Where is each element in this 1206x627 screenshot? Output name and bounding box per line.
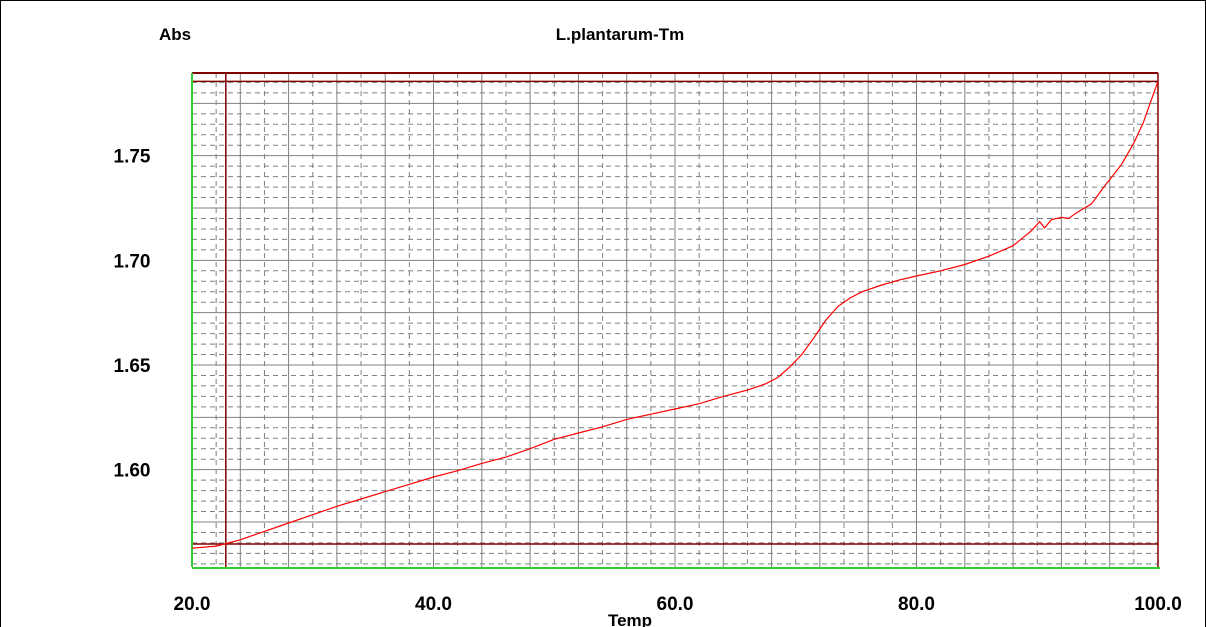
x-tick-label: 20.0: [174, 594, 211, 615]
y-tick-label: 1.65: [114, 356, 151, 377]
x-tick-label: 40.0: [415, 594, 452, 615]
x-axis-label: Temp: [608, 611, 652, 627]
x-tick-label: 100.0: [1134, 594, 1182, 615]
x-tick-label: 80.0: [898, 594, 935, 615]
y-tick-label: 1.70: [114, 251, 151, 272]
y-axis-label: Abs: [159, 25, 191, 44]
x-tick-label: 60.0: [657, 594, 694, 615]
tick-labels: 20.0 40.0 60.0 80.0 100.0 1.60 1.65 1.70 1.75: [114, 147, 1182, 615]
cursor-markers: [192, 72, 1159, 567]
grid: [191, 73, 1159, 567]
series-line: [191, 81, 1159, 549]
y-tick-label: 1.75: [114, 147, 151, 168]
chart-title: L.plantarum-Tm: [556, 25, 684, 44]
y-tick-label: 1.60: [114, 461, 151, 482]
